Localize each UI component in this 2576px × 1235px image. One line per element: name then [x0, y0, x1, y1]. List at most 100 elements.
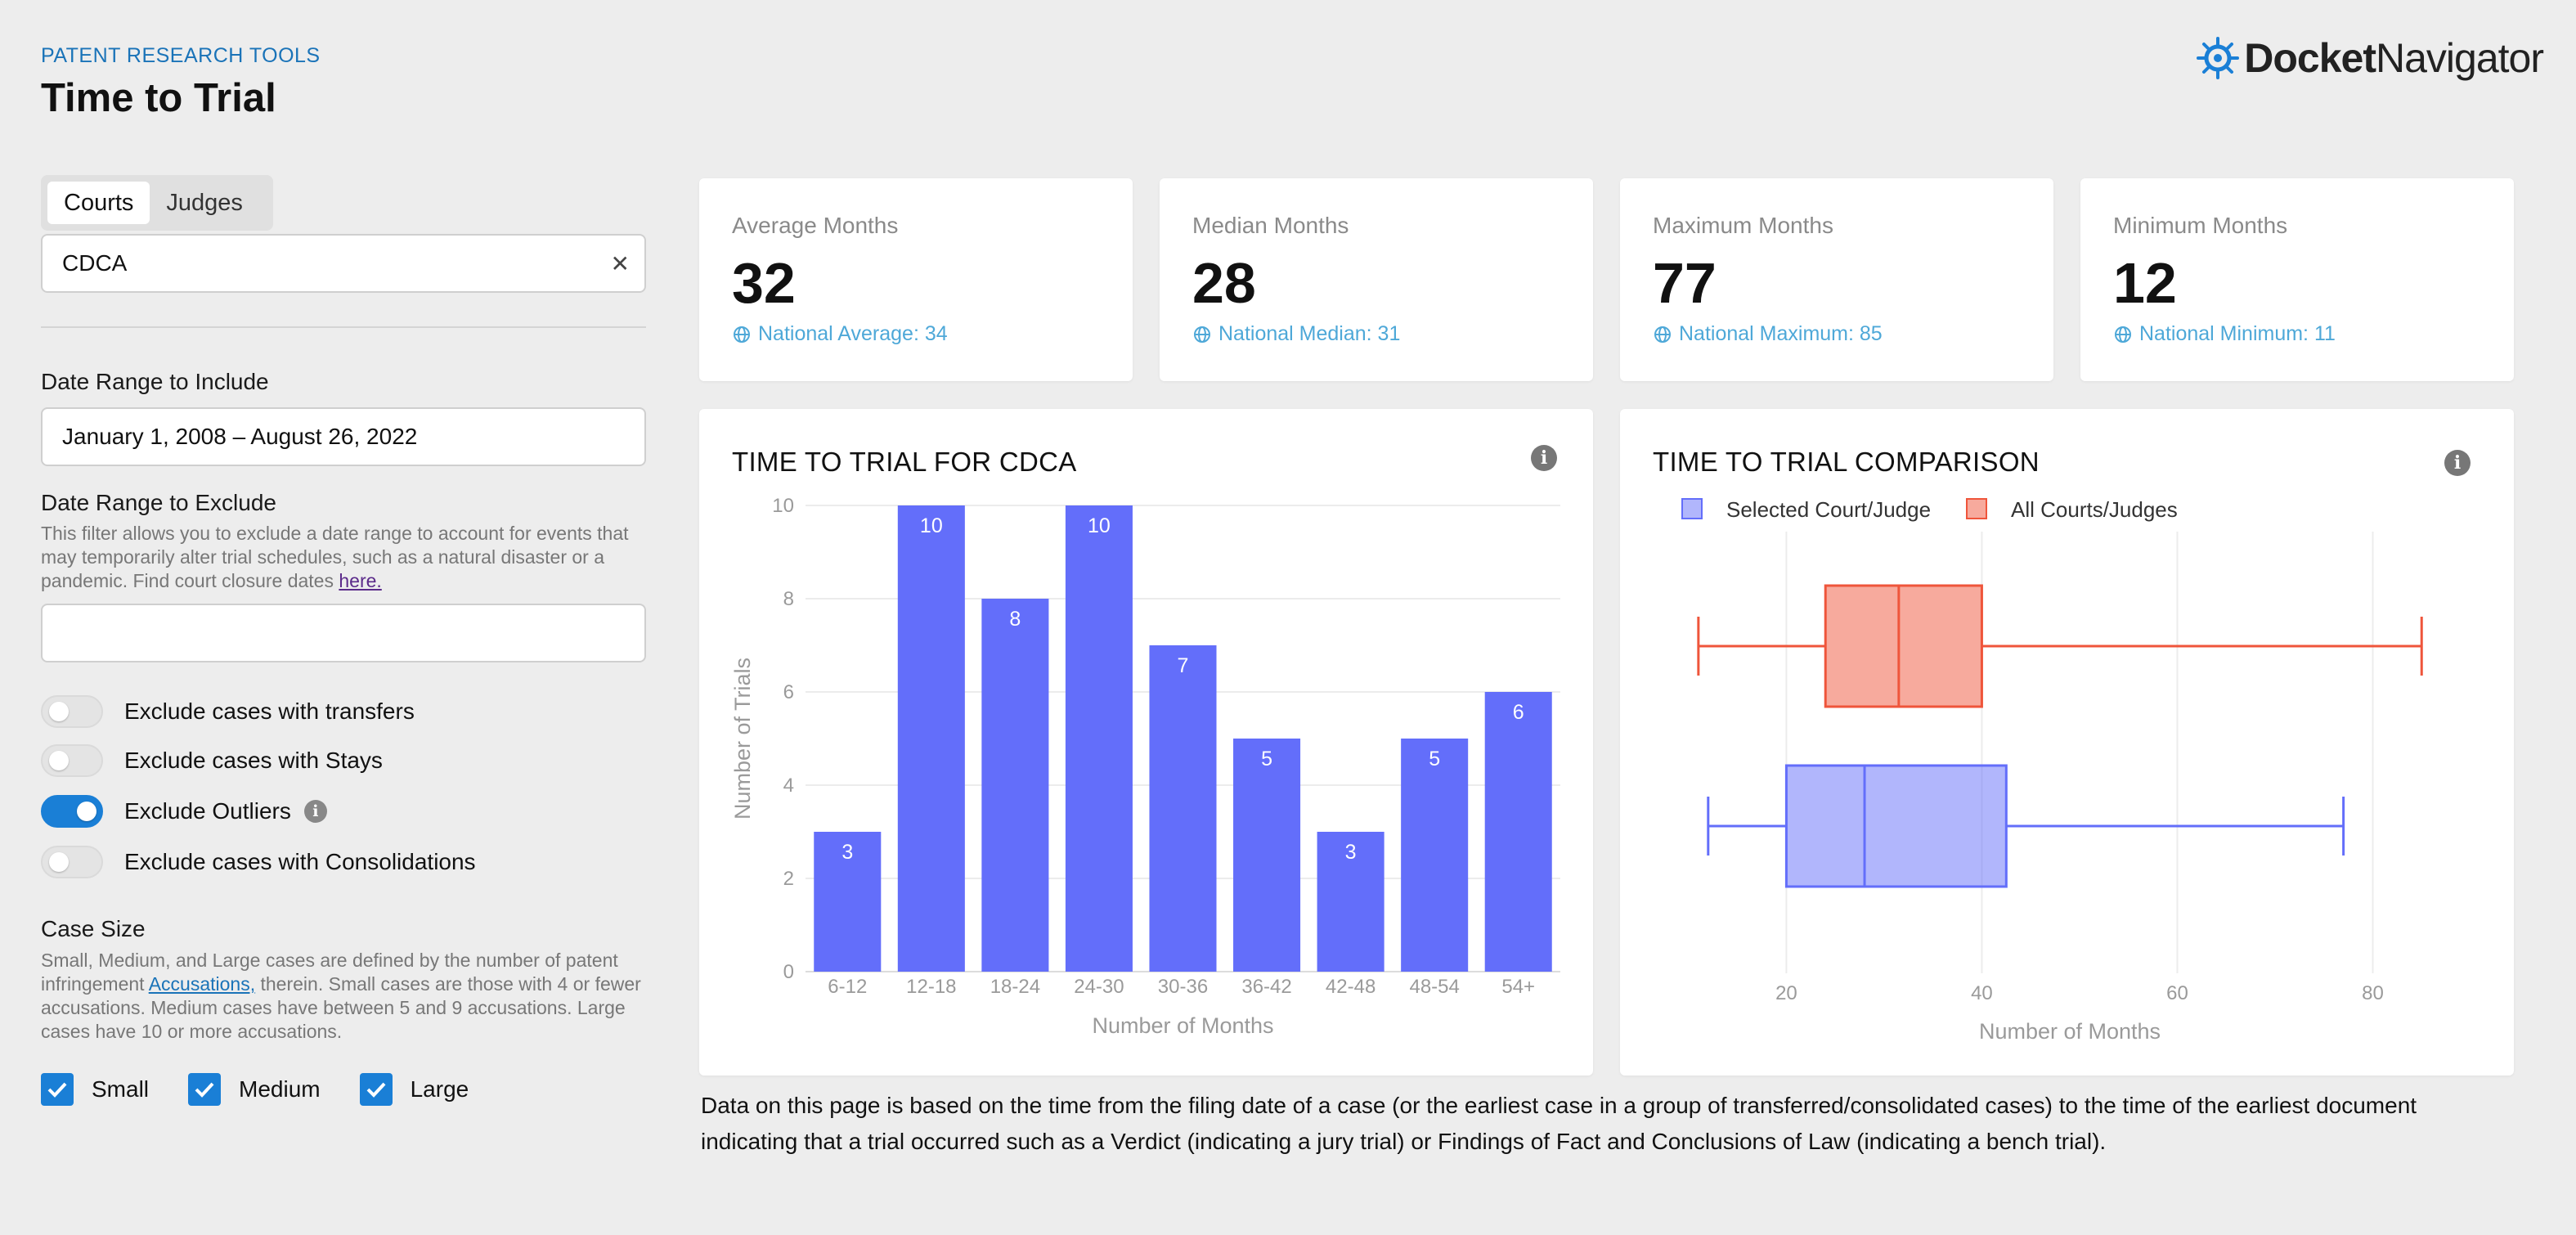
x-tick-label: 42-48 [1326, 976, 1376, 998]
logo-text-light: Navigator [2376, 35, 2544, 81]
date-include-field[interactable]: January 1, 2008 – August 26, 2022 [41, 407, 646, 466]
iqr-box [1784, 764, 2008, 888]
legend-label: Selected Court/Judge [1726, 497, 1931, 522]
bar [814, 832, 882, 972]
case-size-help-b: therein. Small cases are those with 4 or… [41, 973, 641, 1042]
y-tick-label: 6 [783, 681, 794, 703]
info-icon[interactable]: i [303, 800, 327, 823]
stat-value: 12 [2113, 251, 2177, 315]
stat-label: Median Months [1192, 213, 1349, 238]
logo-text-bold: Docket [2244, 35, 2376, 81]
date-exclude-help-text: This filter allows you to exclude a date… [41, 523, 629, 591]
x-axis-title: Number of Months [1092, 1013, 1273, 1038]
globe-icon [1654, 326, 1671, 343]
date-exclude-label: Date Range to Exclude [41, 490, 276, 515]
tab-judges[interactable]: Judges [166, 189, 243, 216]
stat-value: 28 [1192, 251, 1256, 315]
stat-national-text: National Minimum: 11 [2139, 322, 2336, 345]
y-tick-label: 0 [783, 961, 794, 983]
stays-toggle[interactable] [41, 744, 103, 777]
stat-card-average: Average Months 32 National Average: 34 [699, 178, 1133, 381]
toggle-row-consolidations: Exclude cases with Consolidations [41, 846, 476, 878]
checkbox-small[interactable]: Small [41, 1073, 149, 1106]
y-tick-label: 10 [772, 495, 794, 517]
box-chart-card: TIME TO TRIAL COMPARISON i 20 40 60 80 Numbe… [1620, 409, 2514, 1076]
x-tick-label: 24-30 [1074, 976, 1124, 998]
bar-chart: 0 2 4 6 8 10 3 6-12 10 12-18 8 18-24 10 24-30 7 30-36 5 3… [730, 495, 1560, 1038]
stat-label: Average Months [732, 213, 899, 238]
transfers-toggle[interactable] [41, 695, 103, 728]
x-tick-label: 36-42 [1241, 976, 1291, 998]
toggle-knob [49, 702, 69, 721]
x-tick-label: 40 [1971, 982, 1993, 1004]
bar-value-label: 5 [1429, 748, 1440, 770]
stays-toggle-label: Exclude cases with Stays [124, 748, 383, 773]
stat-value: 32 [732, 251, 796, 315]
x-tick-label: 12-18 [906, 976, 956, 998]
courts-judges-tabs: Courts Judges [41, 175, 273, 231]
checkbox-medium-label: Medium [239, 1076, 321, 1102]
x-tick-label: 6-12 [828, 976, 867, 998]
bar-value-label: 3 [841, 841, 853, 864]
legend-swatch [1681, 498, 1703, 519]
transfers-toggle-label: Exclude cases with transfers [124, 698, 415, 724]
x-tick-label: 18-24 [990, 976, 1040, 998]
box-chart-title: TIME TO TRIAL COMPARISON [1653, 447, 2040, 477]
court-search-field[interactable]: CDCA ✕ [41, 234, 646, 293]
stat-national-text: National Average: 34 [758, 322, 948, 345]
bar-value-label: 3 [1345, 841, 1357, 864]
toggle-knob [49, 852, 69, 872]
stat-national-text: National Median: 31 [1218, 322, 1401, 345]
methodology-footnote: Data on this page is based on the time f… [701, 1093, 2417, 1154]
bar [1317, 832, 1384, 972]
case-size-help-a: Small, Medium, and Large cases are defin… [41, 950, 618, 995]
globe-icon [1194, 326, 1210, 343]
bar [1484, 692, 1552, 972]
x-tick-label: 30-36 [1158, 976, 1208, 998]
date-include-label: Date Range to Include [41, 369, 269, 394]
date-exclude-help: This filter allows you to exclude a date… [41, 522, 646, 593]
stat-label: Minimum Months [2113, 213, 2288, 238]
y-tick-label: 8 [783, 588, 794, 610]
checkbox-large[interactable]: Large [359, 1073, 469, 1106]
x-tick-label: 80 [2362, 982, 2384, 1004]
y-tick-label: 4 [783, 775, 794, 797]
stat-national: National Minimum: 11 [2113, 322, 2336, 346]
bar-value-label: 7 [1178, 654, 1189, 677]
stat-national: National Average: 34 [732, 322, 948, 346]
bar [897, 505, 965, 972]
stat-national: National Maximum: 85 [1653, 322, 1883, 346]
info-icon[interactable]: i [1531, 445, 1557, 471]
checkmark-icon[interactable] [41, 1073, 74, 1106]
tab-courts[interactable]: Courts [47, 182, 150, 224]
consolidations-toggle[interactable] [41, 846, 103, 878]
bar [1149, 645, 1217, 972]
stat-card-maximum: Maximum Months 77 National Maximum: 85 [1620, 178, 2053, 381]
bar [1401, 739, 1469, 972]
court-closure-link[interactable]: here. [339, 570, 382, 591]
bar [981, 599, 1049, 972]
y-axis-title: Number of Trials [730, 658, 755, 820]
x-tick-label: 20 [1775, 982, 1797, 1004]
info-icon[interactable]: i [2444, 450, 2471, 476]
x-tick-label: 60 [2166, 982, 2188, 1004]
date-exclude-field[interactable] [41, 604, 646, 662]
box-chart: 20 40 60 80 Number of Months Selected Court/J… [1681, 497, 2423, 1044]
ship-wheel-icon [2197, 37, 2240, 79]
clear-icon[interactable]: ✕ [610, 251, 630, 276]
x-tick-label: 48-54 [1409, 976, 1459, 998]
legend-swatch [1966, 498, 1987, 519]
checkmark-icon[interactable] [359, 1073, 393, 1106]
accusations-link[interactable]: Accusations, [148, 973, 256, 995]
docket-navigator-logo[interactable]: Docket Navigator [2195, 34, 2544, 82]
consolidations-toggle-label: Exclude cases with Consolidations [124, 849, 476, 874]
checkmark-icon[interactable] [188, 1073, 222, 1106]
bar-chart-title: TIME TO TRIAL FOR CDCA [732, 447, 1077, 477]
x-axis-title: Number of Months [1979, 1019, 2161, 1044]
checkbox-large-label: Large [410, 1076, 469, 1102]
bar-chart-card: TIME TO TRIAL FOR CDCA i 0 2 4 6 8 10 3 6-12 10 1… [699, 409, 1593, 1076]
y-tick-label: 2 [783, 868, 794, 890]
outliers-toggle[interactable] [41, 795, 103, 828]
bar-value-label: 5 [1261, 748, 1272, 770]
checkbox-medium[interactable]: Medium [188, 1073, 321, 1106]
